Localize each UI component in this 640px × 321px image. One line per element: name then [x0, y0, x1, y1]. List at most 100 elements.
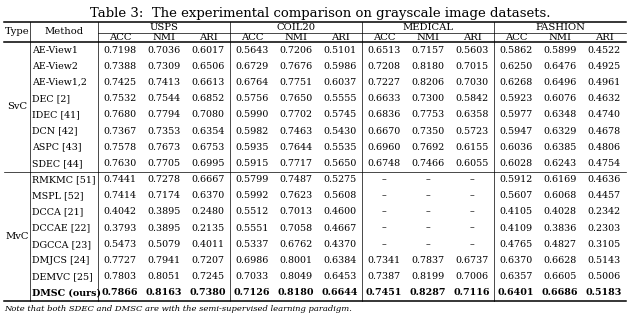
Text: 0.6453: 0.6453: [323, 272, 356, 281]
Text: ACC: ACC: [241, 32, 263, 41]
Text: DCCAE [22]: DCCAE [22]: [32, 224, 90, 233]
Text: 0.7207: 0.7207: [191, 256, 225, 265]
Text: 0.7388: 0.7388: [104, 62, 136, 71]
Text: 0.7387: 0.7387: [367, 272, 401, 281]
Text: 0.7441: 0.7441: [104, 175, 136, 184]
Text: 0.7751: 0.7751: [280, 78, 312, 87]
Text: 0.5183: 0.5183: [586, 288, 622, 297]
Text: ARI: ARI: [463, 32, 481, 41]
Text: 0.6496: 0.6496: [543, 78, 577, 87]
Text: 0.4667: 0.4667: [323, 224, 356, 233]
Text: 0.4457: 0.4457: [588, 191, 621, 200]
Text: 0.5551: 0.5551: [236, 224, 269, 233]
Text: 0.5915: 0.5915: [236, 159, 269, 168]
Text: 0.7309: 0.7309: [147, 62, 180, 71]
Text: Method: Method: [44, 27, 84, 36]
Text: 0.6037: 0.6037: [323, 78, 356, 87]
Text: 0.3895: 0.3895: [147, 207, 180, 216]
Text: 0.4740: 0.4740: [588, 110, 621, 119]
Text: ACC: ACC: [505, 32, 527, 41]
Text: NMI: NMI: [548, 32, 572, 41]
Text: 0.5756: 0.5756: [236, 94, 269, 103]
Text: 0.7794: 0.7794: [147, 110, 180, 119]
Text: 0.7941: 0.7941: [147, 256, 180, 265]
Text: RMKMC [51]: RMKMC [51]: [32, 175, 95, 184]
Text: 0.3895: 0.3895: [147, 224, 180, 233]
Text: 0.8049: 0.8049: [280, 272, 312, 281]
Text: DMSC (ours): DMSC (ours): [32, 288, 101, 297]
Text: 0.4925: 0.4925: [588, 62, 621, 71]
Text: 0.7676: 0.7676: [280, 62, 312, 71]
Text: 0.7803: 0.7803: [104, 272, 136, 281]
Text: –: –: [426, 207, 430, 216]
Text: 0.5990: 0.5990: [236, 110, 269, 119]
Text: 0.2135: 0.2135: [191, 224, 225, 233]
Text: 0.5935: 0.5935: [236, 143, 269, 152]
Text: 0.5101: 0.5101: [323, 46, 356, 55]
Text: 0.7033: 0.7033: [236, 272, 269, 281]
Text: 0.6836: 0.6836: [367, 110, 401, 119]
Text: 0.5842: 0.5842: [456, 94, 488, 103]
Text: 0.6028: 0.6028: [499, 159, 532, 168]
Text: 0.6250: 0.6250: [499, 62, 532, 71]
Text: 0.5723: 0.5723: [456, 126, 488, 135]
Text: NMI: NMI: [417, 32, 440, 41]
Text: 0.5275: 0.5275: [323, 175, 356, 184]
Text: 0.6762: 0.6762: [280, 240, 312, 249]
Text: 0.6729: 0.6729: [236, 62, 269, 71]
Text: 0.8199: 0.8199: [412, 272, 445, 281]
Text: 0.6686: 0.6686: [541, 288, 579, 297]
Text: 0.5535: 0.5535: [323, 143, 356, 152]
Text: 0.7837: 0.7837: [412, 256, 445, 265]
Text: 0.8180: 0.8180: [412, 62, 445, 71]
Text: 0.5650: 0.5650: [323, 159, 356, 168]
Text: 0.6628: 0.6628: [543, 256, 577, 265]
Text: –: –: [426, 240, 430, 249]
Text: 0.7116: 0.7116: [454, 288, 490, 297]
Text: 0.6385: 0.6385: [543, 143, 577, 152]
Text: 0.6169: 0.6169: [543, 175, 577, 184]
Text: 0.6764: 0.6764: [236, 78, 269, 87]
Text: –: –: [470, 240, 474, 249]
Text: 0.7673: 0.7673: [147, 143, 180, 152]
Text: 0.3836: 0.3836: [543, 224, 577, 233]
Text: –: –: [470, 207, 474, 216]
Text: 0.7006: 0.7006: [456, 272, 488, 281]
Text: 0.5982: 0.5982: [236, 126, 269, 135]
Text: 0.8001: 0.8001: [280, 256, 312, 265]
Text: 0.7058: 0.7058: [280, 224, 312, 233]
Text: 0.7727: 0.7727: [104, 256, 136, 265]
Text: 0.7300: 0.7300: [412, 94, 445, 103]
Text: 0.6017: 0.6017: [191, 46, 225, 55]
Text: 0.6354: 0.6354: [191, 126, 225, 135]
Text: ACC: ACC: [109, 32, 131, 41]
Text: 0.5512: 0.5512: [236, 207, 269, 216]
Text: 0.5862: 0.5862: [499, 46, 532, 55]
Text: –: –: [426, 191, 430, 200]
Text: 0.5079: 0.5079: [147, 240, 180, 249]
Text: 0.4636: 0.4636: [588, 175, 621, 184]
Text: 0.6613: 0.6613: [191, 78, 225, 87]
Text: 0.3793: 0.3793: [103, 224, 137, 233]
Text: 0.8287: 0.8287: [410, 288, 446, 297]
Text: DCN [42]: DCN [42]: [32, 126, 77, 135]
Text: 0.4028: 0.4028: [543, 207, 577, 216]
Text: 0.4765: 0.4765: [499, 240, 532, 249]
Text: DEMVC [25]: DEMVC [25]: [32, 272, 93, 281]
Text: 0.4522: 0.4522: [588, 46, 621, 55]
Text: 0.6370: 0.6370: [499, 256, 532, 265]
Text: 0.5799: 0.5799: [236, 175, 269, 184]
Text: 0.7208: 0.7208: [367, 62, 401, 71]
Text: 0.7367: 0.7367: [104, 126, 136, 135]
Text: Note that both SDEC and DMSC are with the semi-supervised learning paradigm.: Note that both SDEC and DMSC are with th…: [4, 305, 352, 313]
Text: 0.7623: 0.7623: [280, 191, 312, 200]
Text: 0.6155: 0.6155: [455, 143, 489, 152]
Text: ASPC [43]: ASPC [43]: [32, 143, 82, 152]
Text: 0.7463: 0.7463: [280, 126, 312, 135]
Text: 0.4678: 0.4678: [588, 126, 621, 135]
Text: 0.7245: 0.7245: [191, 272, 225, 281]
Text: DEC [2]: DEC [2]: [32, 94, 70, 103]
Text: 0.6753: 0.6753: [191, 143, 225, 152]
Text: Type: Type: [4, 27, 29, 36]
Text: 0.7630: 0.7630: [104, 159, 136, 168]
